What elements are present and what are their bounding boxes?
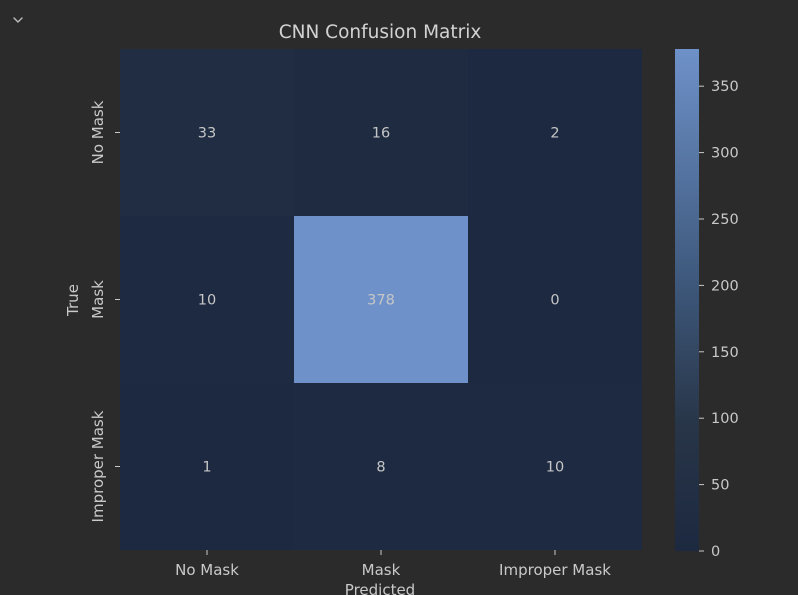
heatmap-cell	[468, 383, 642, 550]
y-tick-label: Improper Mask	[89, 410, 107, 522]
cell-value-label: 2	[550, 126, 559, 142]
heatmap-grid: 33 16 2 10 378 0 1 8 10	[120, 49, 642, 550]
cell-value-label: 10	[198, 293, 216, 309]
heatmap-cell	[468, 216, 642, 383]
heatmap-cell	[294, 216, 468, 383]
heatmap-cell	[120, 49, 294, 216]
heatmap-cell	[294, 49, 468, 216]
colorbar-tick-label: 50	[711, 478, 729, 494]
heatmap-cell	[120, 216, 294, 383]
cell-value-label: 378	[367, 293, 395, 309]
colorbar-tick-label: 350	[711, 79, 739, 95]
cell-value-label: 1	[202, 460, 211, 476]
heatmap-cell	[120, 383, 294, 550]
y-tick-labels: No Mask Mask Improper Mask	[89, 100, 120, 522]
x-tick-label: Improper Mask	[499, 561, 611, 579]
colorbar-tick-label: 0	[711, 544, 720, 560]
heatmap-cell	[294, 383, 468, 550]
colorbar-tick-label: 200	[711, 278, 739, 294]
cell-value-label: 16	[372, 126, 390, 142]
colorbar-tick-label: 100	[711, 411, 739, 427]
colorbar-tick-label: 300	[711, 146, 739, 162]
chart-title: CNN Confusion Matrix	[279, 22, 482, 43]
x-tick-label: Mask	[362, 561, 401, 579]
colorbar-ticks: 0 50 100 150 200 250 300 350	[699, 79, 739, 560]
colorbar	[675, 49, 699, 551]
colorbar-tick-label: 150	[711, 345, 739, 361]
y-tick-label: Mask	[89, 280, 107, 319]
x-tick-label: No Mask	[175, 561, 239, 579]
cell-value-label: 33	[198, 126, 216, 142]
x-axis-label: Predicted	[345, 581, 415, 595]
y-tick-label: No Mask	[89, 100, 107, 164]
chevron-down-icon[interactable]	[10, 12, 26, 28]
cell-value-label: 0	[550, 293, 559, 309]
colorbar-tick-label: 250	[711, 212, 739, 228]
heatmap-cell	[468, 49, 642, 216]
x-tick-labels: No Mask Mask Improper Mask	[175, 550, 611, 579]
cell-value-label: 10	[546, 460, 564, 476]
y-axis-label: True	[64, 284, 82, 317]
cell-value-label: 8	[376, 460, 385, 476]
